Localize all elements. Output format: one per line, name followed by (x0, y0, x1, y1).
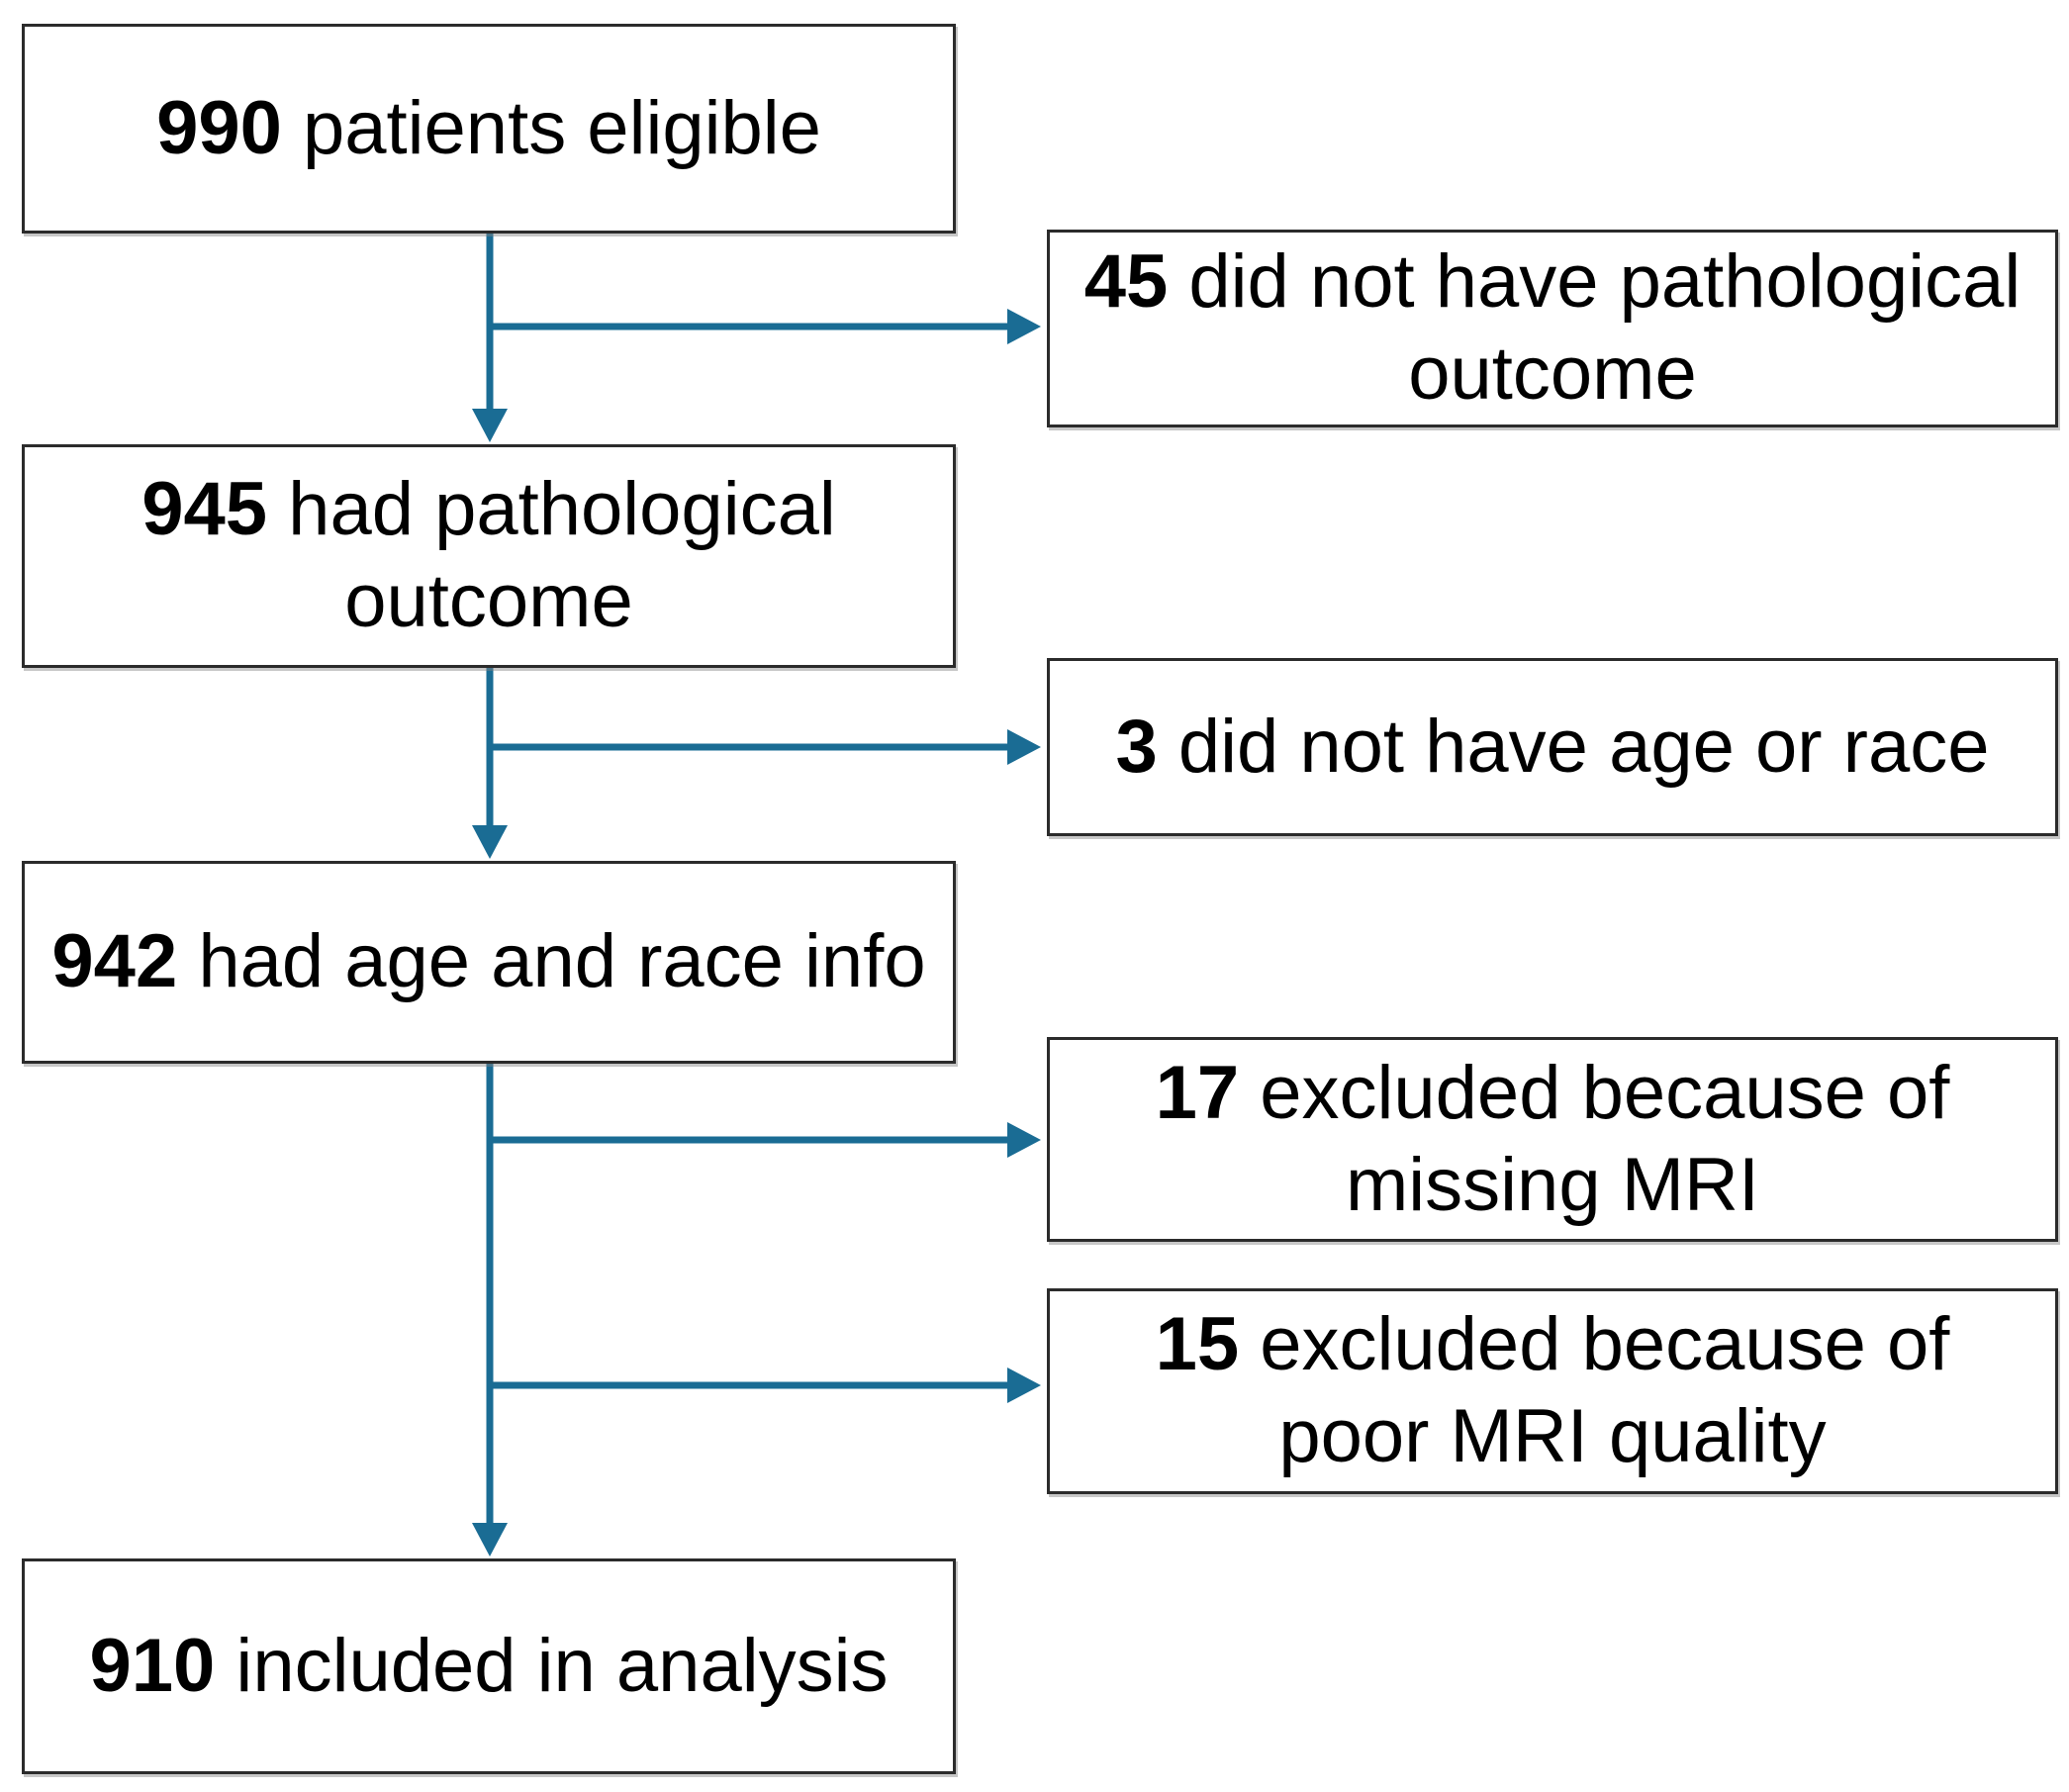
arrow-down-1-head (472, 409, 508, 442)
arrow-down-3-head (472, 1523, 508, 1556)
box-label: patients eligible (281, 85, 821, 170)
patient-count: 15 (1155, 1302, 1240, 1387)
flow-box-excluded-poor-mri-quality: 15 excluded because of poor MRI quality (1047, 1288, 2058, 1494)
arrow-down-2-head (472, 825, 508, 859)
patient-count: 17 (1155, 1050, 1240, 1135)
box-label: did not have pathological (1168, 239, 2022, 325)
flow-box-text-line2: poor MRI quality (1278, 1394, 1827, 1478)
flow-box-text-line2: missing MRI (1345, 1142, 1760, 1227)
flow-box-no-age-or-race: 3 did not have age or race (1047, 658, 2058, 836)
flow-box-included-in-analysis: 910 included in analysis (22, 1558, 956, 1774)
box-label: excluded because of (1239, 1050, 1950, 1135)
flow-box-text-line2: outcome (1408, 331, 1697, 416)
patient-count: 3 (1115, 704, 1158, 789)
patient-count: 910 (89, 1623, 216, 1708)
flow-box-text: 15 excluded because of (1156, 1299, 1950, 1391)
flow-box-text: 942 had age and race info (51, 916, 925, 1008)
flow-box-had-age-and-race: 942 had age and race info (22, 861, 956, 1064)
flow-box-text: 910 included in analysis (90, 1621, 889, 1713)
flow-box-text-line2: outcome (344, 559, 633, 643)
flow-box-text: 945 had pathological (141, 464, 836, 556)
flow-box-excluded-missing-mri: 17 excluded because of missing MRI (1047, 1037, 2058, 1242)
flow-box-text: 990 patients eligible (156, 83, 821, 175)
patient-count: 45 (1083, 239, 1169, 325)
arrow-branch-1-head (1007, 309, 1041, 344)
box-label: excluded because of (1239, 1302, 1950, 1387)
flow-box-patients-eligible: 990 patients eligible (22, 24, 956, 234)
flow-box-text: 3 did not have age or race (1115, 702, 1989, 794)
box-label: did not have age or race (1157, 704, 1990, 789)
patient-count: 945 (141, 467, 268, 552)
arrow-branch-2-head (1007, 729, 1041, 765)
box-label: included in analysis (215, 1623, 889, 1708)
flow-box-no-pathological-outcome: 45 did not have pathological outcome (1047, 230, 2058, 427)
box-label: had pathological (267, 467, 836, 552)
flow-box-had-pathological-outcome: 945 had pathological outcome (22, 444, 956, 668)
flow-box-text: 17 excluded because of (1156, 1048, 1950, 1140)
box-label: had age and race info (177, 919, 926, 1004)
arrow-branch-4-head (1007, 1368, 1041, 1403)
patient-count: 990 (156, 85, 282, 170)
flow-box-text: 45 did not have pathological (1084, 236, 2022, 329)
arrow-branch-3-head (1007, 1122, 1041, 1158)
patient-count: 942 (51, 919, 178, 1004)
